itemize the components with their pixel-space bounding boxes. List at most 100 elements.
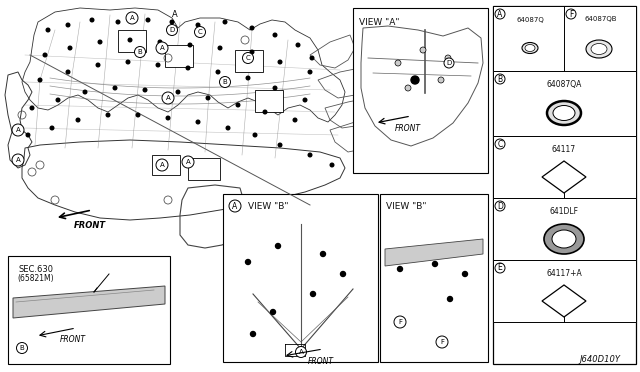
Circle shape [186,66,190,70]
Circle shape [433,262,438,266]
Circle shape [126,12,138,24]
Bar [8,256,170,364]
Polygon shape [13,286,165,318]
Circle shape [182,156,194,168]
Circle shape [395,60,401,66]
Circle shape [250,50,254,54]
Bar [493,71,636,136]
Circle shape [146,18,150,22]
Bar [353,8,488,173]
Text: A: A [497,10,502,19]
Circle shape [143,88,147,92]
Circle shape [246,260,250,264]
Ellipse shape [525,45,535,51]
Circle shape [463,272,467,276]
Circle shape [420,47,426,53]
Circle shape [134,46,145,58]
Polygon shape [385,239,483,266]
Circle shape [156,42,168,54]
Bar [255,90,283,112]
Circle shape [66,70,70,74]
Circle shape [296,43,300,47]
Circle shape [495,74,505,84]
Circle shape [243,52,253,64]
Circle shape [275,244,280,248]
Circle shape [106,113,110,117]
Text: A: A [130,15,134,21]
Text: FRONT: FRONT [74,221,106,230]
Circle shape [128,38,132,42]
Text: B: B [20,345,24,351]
Bar [493,6,636,71]
Circle shape [26,133,30,137]
Circle shape [158,40,162,44]
Text: C: C [246,55,250,61]
Text: F: F [440,339,444,345]
Bar [223,194,378,362]
Ellipse shape [547,101,581,125]
Circle shape [271,310,275,314]
Bar [493,136,636,198]
Circle shape [56,98,60,102]
Text: A: A [15,127,20,133]
Bar [118,30,146,52]
Circle shape [68,46,72,50]
Ellipse shape [586,40,612,58]
Circle shape [98,40,102,44]
Circle shape [495,201,505,211]
Circle shape [113,86,117,90]
Text: VIEW "A": VIEW "A" [359,17,399,26]
Text: 64117+A: 64117+A [546,269,582,278]
Circle shape [126,60,130,64]
Circle shape [196,23,200,27]
Circle shape [96,63,100,67]
Ellipse shape [522,42,538,54]
Circle shape [90,18,94,22]
Text: VIEW "B": VIEW "B" [248,202,289,211]
Circle shape [166,116,170,120]
Text: 64087Q: 64087Q [516,17,544,23]
Ellipse shape [544,224,584,254]
Text: FRONT: FRONT [395,124,421,132]
Text: A: A [299,349,303,355]
Circle shape [236,103,240,107]
Circle shape [44,53,47,57]
Circle shape [263,110,267,114]
Ellipse shape [552,230,576,248]
Circle shape [206,96,210,100]
Text: F: F [569,10,573,19]
Circle shape [176,90,180,94]
Text: 64117: 64117 [552,144,576,154]
Text: D: D [446,60,452,66]
Circle shape [296,346,307,357]
Circle shape [566,9,576,19]
Text: E: E [498,263,502,273]
Circle shape [216,70,220,74]
Text: (65821M): (65821M) [18,275,54,283]
Circle shape [438,77,444,83]
Circle shape [136,113,140,117]
Text: A: A [172,10,178,19]
Circle shape [50,126,54,130]
Circle shape [83,90,87,94]
Text: 64087QA: 64087QA [547,80,582,89]
Ellipse shape [591,44,607,55]
Circle shape [12,154,24,166]
Text: FRONT: FRONT [308,356,334,366]
Circle shape [30,106,34,110]
Circle shape [253,133,257,137]
Circle shape [495,9,505,19]
Circle shape [273,86,276,90]
Bar [152,155,180,175]
Circle shape [278,60,282,64]
Text: A: A [186,159,190,165]
Text: F: F [398,319,402,325]
Text: D: D [497,202,503,211]
Text: B: B [497,74,502,83]
Circle shape [445,55,451,61]
Circle shape [188,43,192,47]
Circle shape [293,118,297,122]
Text: 641DLF: 641DLF [550,206,579,215]
Circle shape [76,118,80,122]
Circle shape [495,263,505,273]
